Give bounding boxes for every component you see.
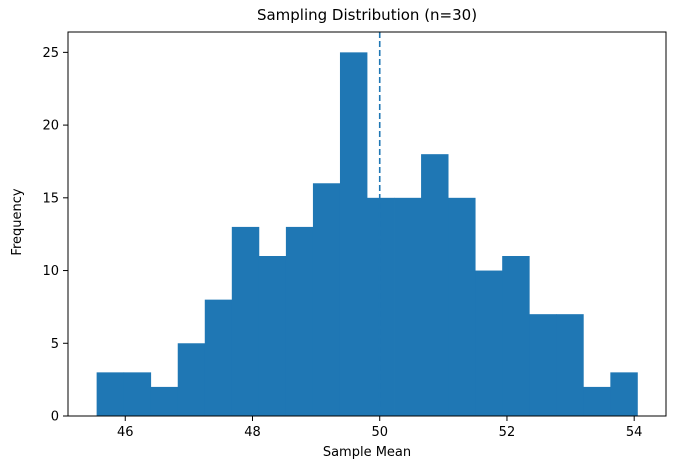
histogram-bar (529, 314, 557, 416)
histogram-bar (177, 343, 206, 416)
x-axis-label: Sample Mean (323, 445, 411, 460)
x-tick-label: 50 (371, 425, 388, 440)
histogram-bar (556, 314, 584, 416)
histogram-bar (502, 256, 530, 416)
histogram-bar (204, 299, 233, 416)
histogram-bar (475, 270, 503, 416)
x-tick-label: 48 (244, 425, 261, 440)
histogram-bar (583, 386, 611, 416)
histogram-bar (610, 372, 638, 416)
histogram-bar (258, 256, 287, 416)
y-tick-label: 20 (42, 119, 59, 134)
x-tick-label: 46 (117, 425, 134, 440)
y-tick-label: 0 (51, 410, 59, 425)
histogram-bar (448, 197, 476, 416)
y-tick-label: 10 (42, 264, 59, 279)
y-tick-label: 15 (42, 191, 59, 206)
ticks-layer: 46 48 50 52 54 0 5 10 15 20 25 (42, 46, 642, 440)
histogram-bar (285, 226, 314, 416)
axes-layer (67, 31, 667, 417)
y-tick-label: 5 (51, 337, 59, 352)
y-tick-label: 25 (42, 46, 59, 61)
histogram-bar (123, 372, 152, 416)
histogram-bar (421, 154, 449, 416)
x-tick-label: 54 (626, 425, 643, 440)
histogram-bar (367, 197, 395, 416)
plot-frame (67, 31, 667, 417)
y-axis-label: Frequency (10, 188, 25, 255)
histogram-bar (394, 197, 422, 416)
histogram-bar (150, 386, 179, 416)
bars-layer (96, 52, 638, 417)
chart-title: Sampling Distribution (n=30) (257, 6, 477, 24)
histogram-bar (231, 226, 260, 416)
histogram-bar (312, 183, 341, 416)
histogram-bar (339, 52, 368, 417)
histogram-bar (96, 372, 125, 416)
x-tick-label: 52 (499, 425, 516, 440)
